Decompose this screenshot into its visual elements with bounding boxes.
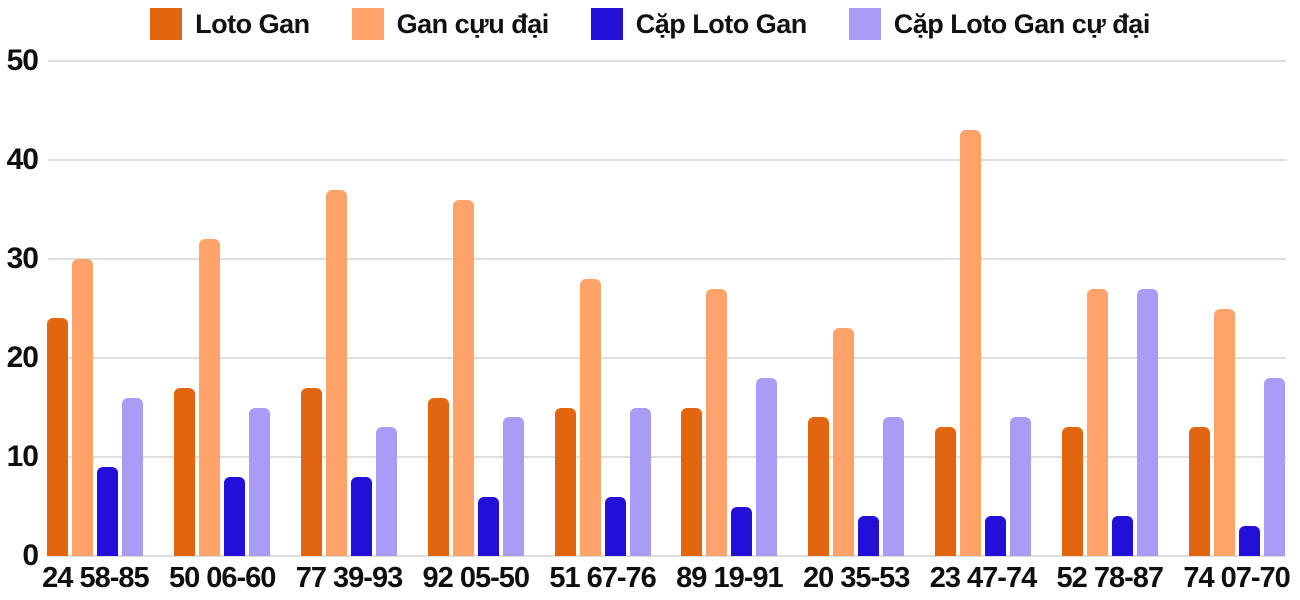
bar-group (920, 61, 1047, 556)
bar[interactable] (604, 496, 626, 556)
bar[interactable] (350, 476, 372, 556)
y-axis-tick-label: 30 (6, 242, 39, 275)
bar[interactable] (808, 417, 830, 556)
bar[interactable] (452, 199, 474, 556)
bar[interactable] (97, 466, 119, 556)
bar-group (793, 61, 920, 556)
legend-label: Gan cựu đại (396, 8, 550, 39)
bar[interactable] (249, 407, 271, 556)
legend-item[interactable]: Cặp Loto Gan cự đại (848, 8, 1151, 40)
x-axis-category-label: 50 06-60 (168, 562, 276, 594)
bar[interactable] (72, 259, 94, 556)
legend-swatch-icon (351, 8, 384, 40)
legend-swatch-icon (150, 8, 183, 40)
x-axis-category-label: 74 07-70 (1183, 562, 1290, 594)
bar[interactable] (731, 506, 753, 556)
bar[interactable] (706, 288, 728, 556)
bar-group (539, 61, 666, 556)
gridline (48, 60, 1286, 62)
bar[interactable] (883, 417, 905, 556)
legend-swatch-icon (848, 8, 881, 40)
bar[interactable] (1238, 526, 1260, 556)
bar[interactable] (1111, 516, 1133, 556)
y-axis-tick-label: 50 (6, 44, 39, 77)
bar[interactable] (502, 417, 524, 556)
bar[interactable] (375, 427, 397, 556)
chart-legend: Loto Gan Gan cựu đại Cặp Loto Gan Cặp Loto … (0, 8, 1300, 40)
bar-group (412, 61, 539, 556)
y-axis-tick-label: 10 (6, 440, 39, 473)
legend-label: Loto Gan (195, 8, 310, 39)
bar-group (286, 61, 413, 556)
x-axis-category-label: 92 05-50 (422, 562, 530, 594)
gridline (48, 258, 1286, 260)
bar-group (1173, 61, 1300, 556)
x-axis-category-label: 20 35-53 (802, 562, 910, 594)
bar[interactable] (756, 377, 778, 556)
bar-group (159, 61, 286, 556)
bar[interactable] (681, 407, 703, 556)
bar[interactable] (1061, 427, 1083, 556)
bar[interactable] (1086, 288, 1108, 556)
bar[interactable] (300, 387, 322, 556)
legend-swatch-icon (590, 8, 623, 40)
gridline (48, 159, 1286, 161)
bar[interactable] (629, 407, 651, 556)
bar[interactable] (858, 516, 880, 556)
bar[interactable] (47, 318, 69, 556)
y-axis-tick-label: 20 (6, 341, 39, 374)
bar[interactable] (959, 130, 981, 556)
y-axis-tick-label: 40 (6, 143, 39, 176)
x-axis-category-label: 24 58-85 (42, 562, 149, 594)
bar-group (1046, 61, 1173, 556)
bar[interactable] (554, 407, 576, 556)
bar[interactable] (579, 278, 601, 556)
bar[interactable] (984, 516, 1006, 556)
legend-item[interactable]: Cặp Loto Gan (590, 8, 808, 40)
bar[interactable] (477, 496, 499, 556)
bar-group (32, 61, 159, 556)
y-axis-tick-label: 0 (22, 539, 39, 572)
legend-item[interactable]: Gan cựu đại (351, 8, 550, 40)
bar[interactable] (1188, 427, 1210, 556)
bar[interactable] (1136, 288, 1158, 556)
bar[interactable] (1009, 417, 1031, 556)
bar[interactable] (325, 189, 347, 556)
legend-label: Cặp Loto Gan cự đại (893, 8, 1151, 39)
x-axis-category-label: 89 19-91 (676, 562, 783, 594)
bar[interactable] (427, 397, 449, 556)
gridline (48, 357, 1286, 359)
bar[interactable] (122, 397, 144, 556)
bar[interactable] (1213, 308, 1235, 556)
bar[interactable] (833, 328, 855, 556)
bar[interactable] (174, 387, 196, 556)
bar[interactable] (934, 427, 956, 556)
x-axis-category-label: 77 39-93 (295, 562, 403, 594)
gridline (48, 456, 1286, 458)
bar-group (666, 61, 793, 556)
x-axis-category-label: 52 78-87 (1056, 562, 1164, 594)
legend-label: Cặp Loto Gan (635, 8, 808, 39)
x-axis-category-label: 23 47-74 (929, 562, 1037, 594)
bar[interactable] (1263, 377, 1285, 556)
x-axis-category-label: 51 67-76 (549, 562, 656, 594)
gridline (48, 555, 1286, 557)
bar[interactable] (224, 476, 246, 556)
legend-item[interactable]: Loto Gan (150, 8, 310, 40)
bar[interactable] (199, 239, 221, 556)
